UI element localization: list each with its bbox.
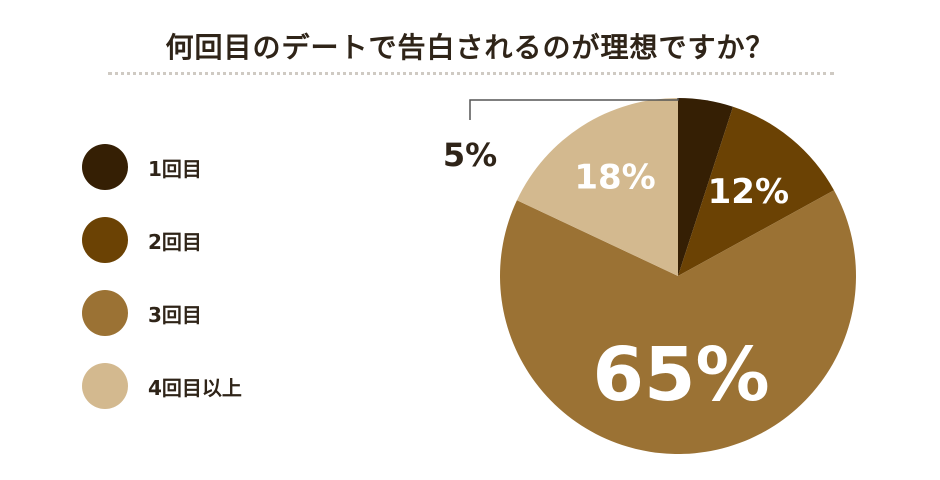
legend: 1回目 2回目 3回目 4回目以上 xyxy=(82,143,242,435)
slice-value-label-3: 65% xyxy=(593,332,770,418)
legend-label-3: 3回目 xyxy=(148,302,202,327)
legend-swatch-2 xyxy=(82,217,128,263)
legend-swatch-1 xyxy=(82,144,128,190)
pie-labels: 5% 12% 65% 18% xyxy=(443,136,789,418)
legend-label-1: 1回目 xyxy=(148,156,202,181)
pie-slices xyxy=(500,98,857,454)
legend-swatch-3 xyxy=(82,290,128,336)
pie-slice-2 xyxy=(678,106,834,276)
slice-value-label-2: 12% xyxy=(708,172,789,212)
legend-swatch-4 xyxy=(82,363,128,409)
slice-value-label-4: 18% xyxy=(574,158,655,198)
pie-slice-3 xyxy=(500,190,857,454)
callout-line xyxy=(469,98,679,120)
legend-item-3: 3回目 xyxy=(82,289,242,337)
pie-slice-4 xyxy=(516,98,678,276)
legend-item-1: 1回目 xyxy=(82,143,242,191)
callout xyxy=(469,98,679,120)
title-divider xyxy=(108,72,834,75)
slice-value-label-1: 5% xyxy=(443,136,497,174)
legend-label-4: 4回目以上 xyxy=(148,375,242,400)
legend-label-2: 2回目 xyxy=(148,229,202,254)
chart-title: 何回目のデートで告白されるのが理想ですか？ xyxy=(165,31,775,64)
legend-item-4: 4回目以上 xyxy=(82,362,242,410)
legend-item-2: 2回目 xyxy=(82,216,242,264)
pie-slice-1 xyxy=(678,98,734,276)
